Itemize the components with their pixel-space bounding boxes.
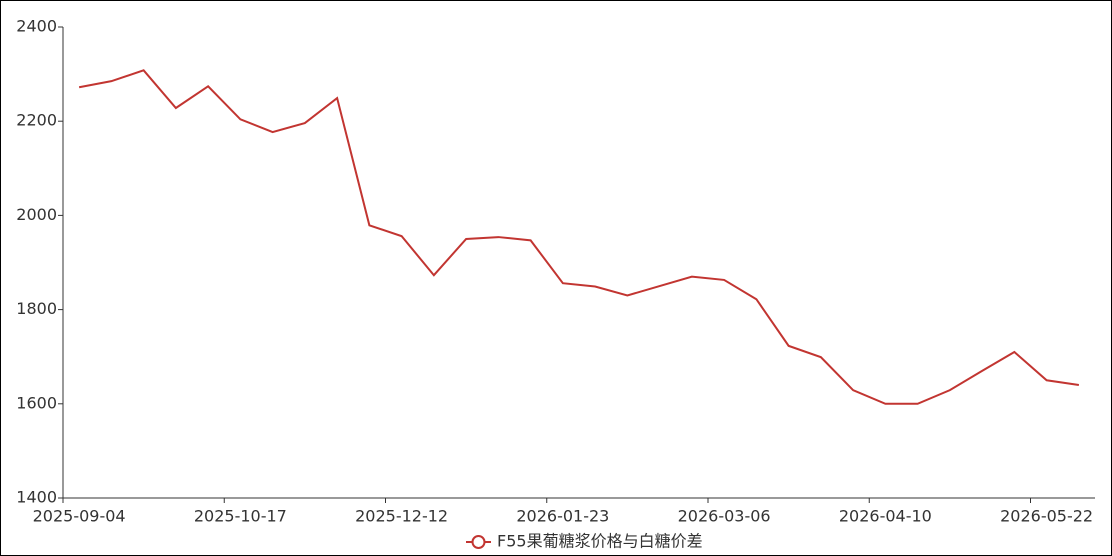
y-tick-label: 1800 [16, 299, 57, 318]
series-line [78, 69, 1080, 405]
y-tick-label: 2000 [16, 205, 57, 224]
x-tick-label: 2025-10-17 [194, 507, 287, 526]
x-tick-label: 2026-01-23 [516, 507, 609, 526]
y-tick-label: 2200 [16, 111, 57, 130]
x-tick-label: 2026-05-22 [1000, 507, 1093, 526]
legend-label: F55果葡糖浆价格与白糖价差 [497, 532, 703, 551]
y-tick-label: 1400 [16, 488, 57, 507]
x-tick-label: 2025-12-12 [355, 507, 448, 526]
y-tick-label: 1600 [16, 393, 57, 412]
x-tick-label: 2026-04-10 [839, 507, 932, 526]
legend-marker [471, 535, 486, 549]
y-tick-label: 2400 [16, 17, 57, 36]
x-tick-label: 2026-03-06 [678, 507, 771, 526]
x-tick-label: 2025-09-04 [33, 507, 126, 526]
